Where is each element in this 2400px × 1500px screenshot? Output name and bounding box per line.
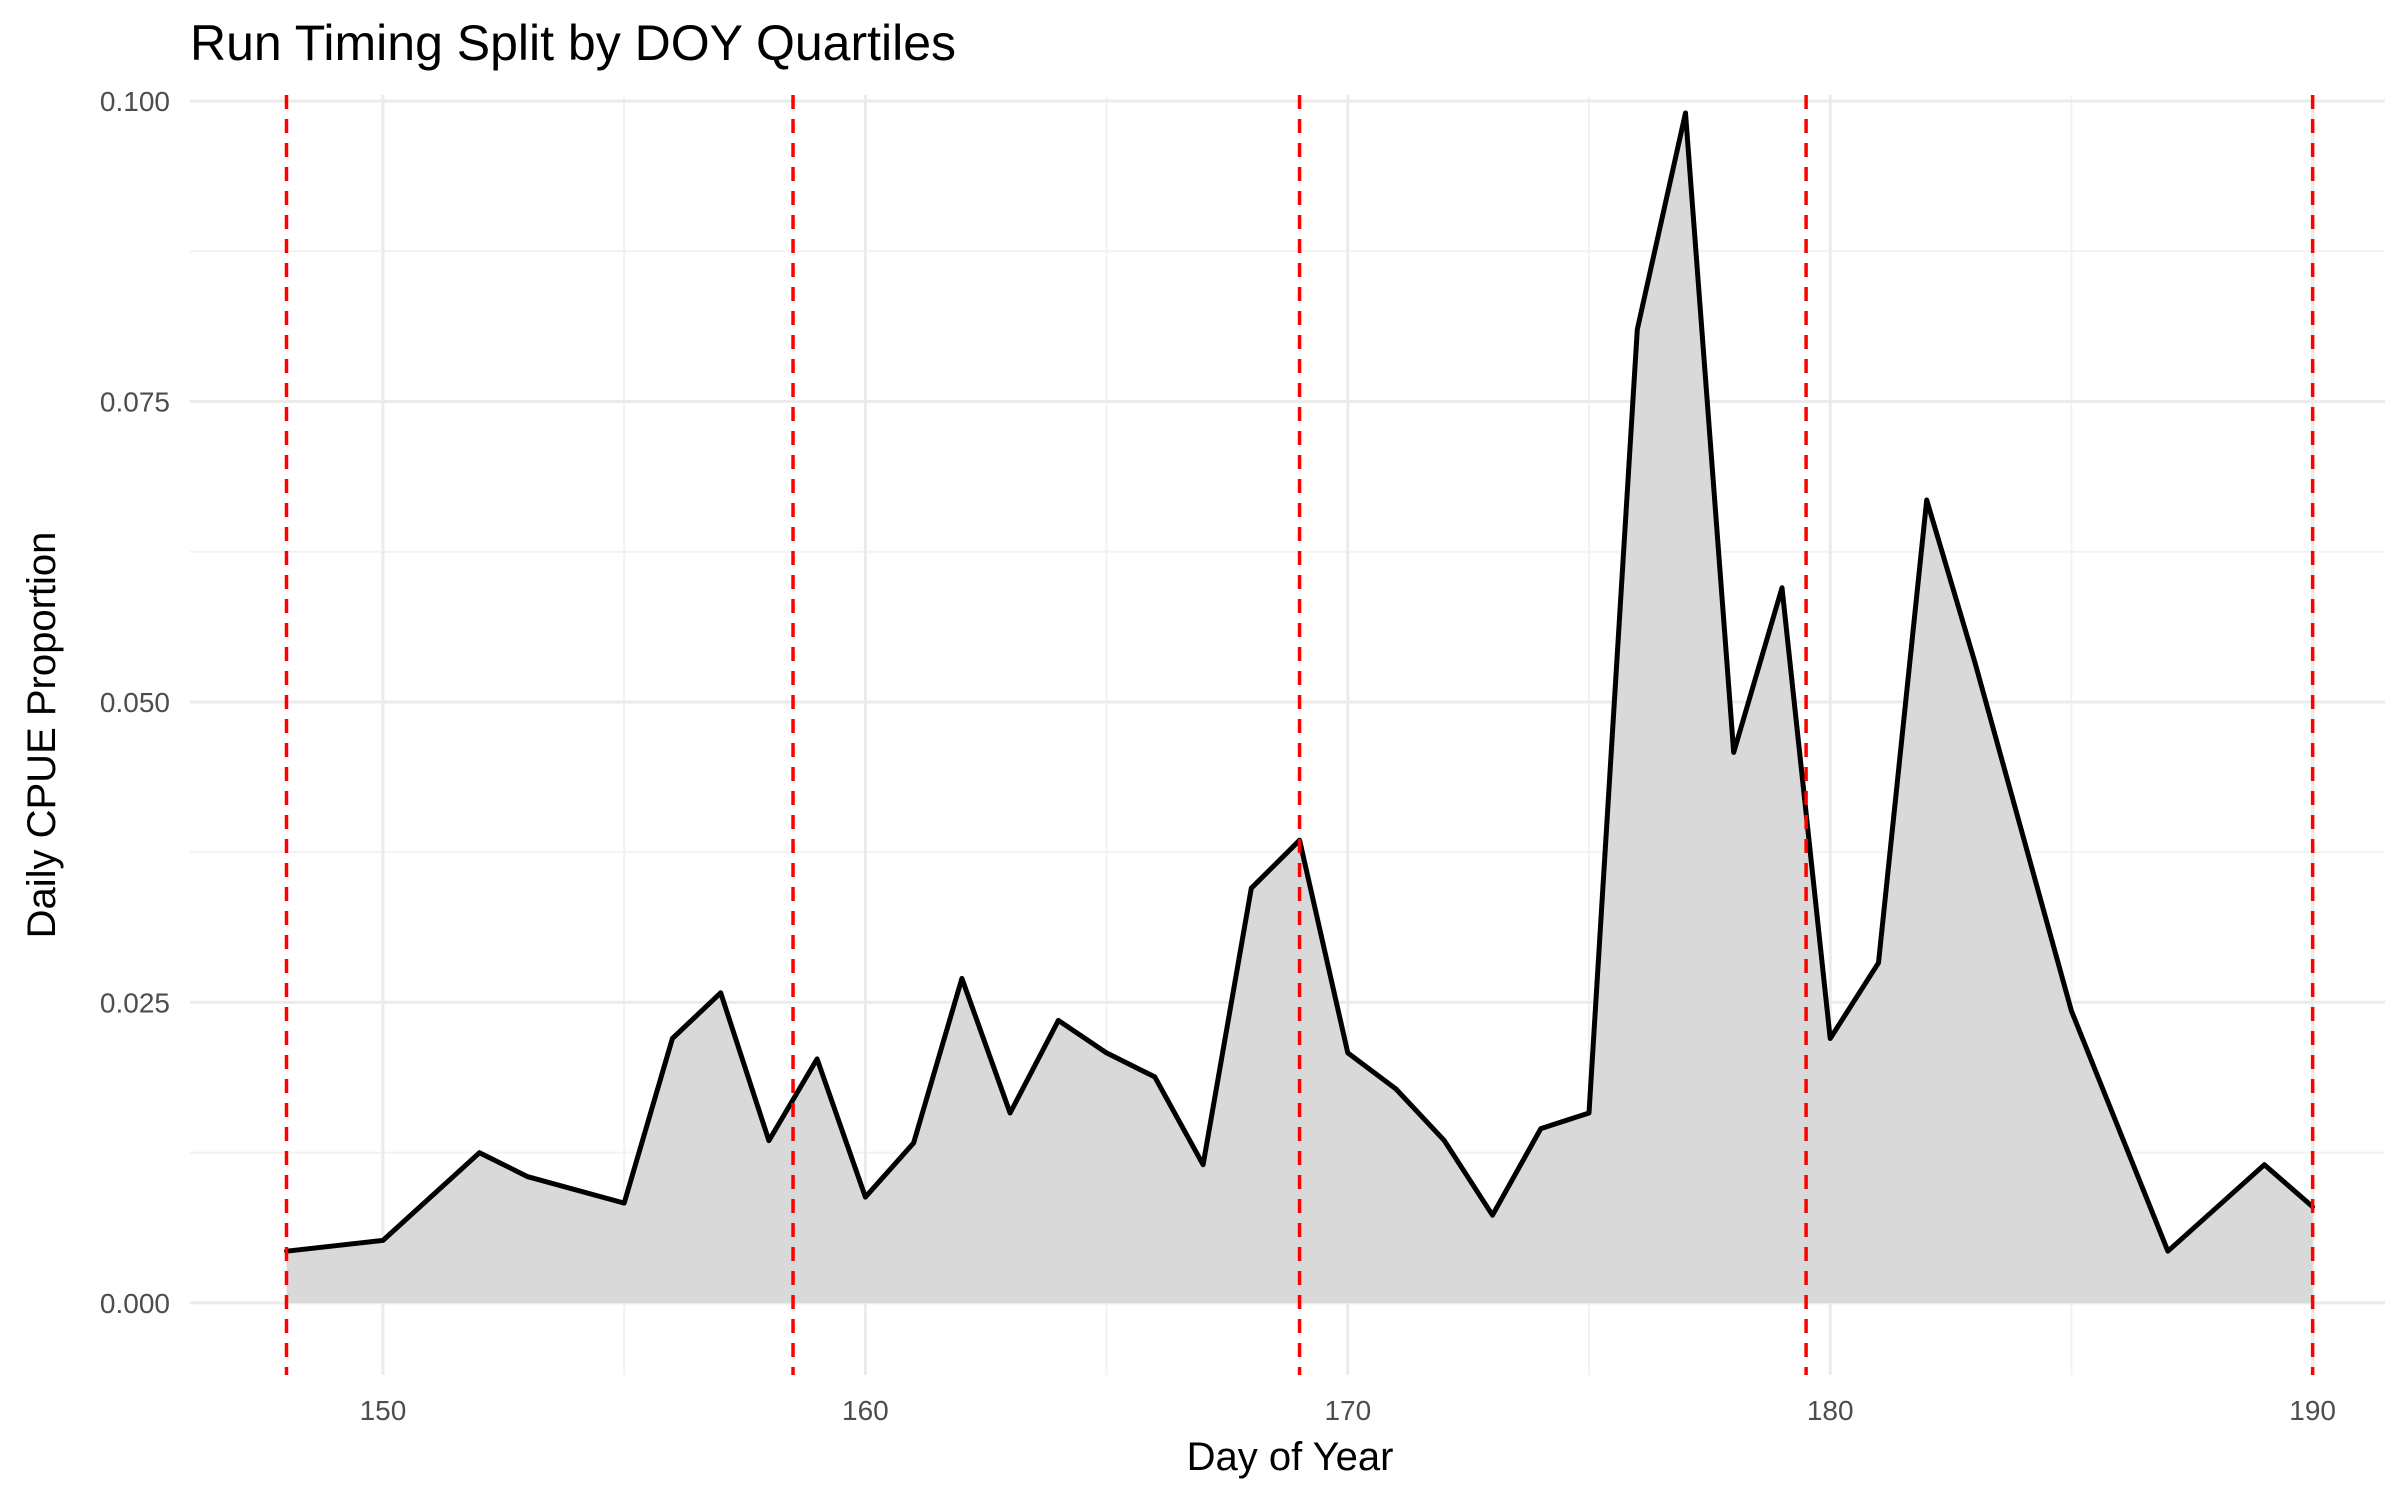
y-tick-label: 0.050 [100,687,170,718]
y-tick-label: 0.025 [100,987,170,1018]
y-tick-label: 0.000 [100,1288,170,1319]
x-tick-label: 170 [1324,1395,1371,1426]
cpue-area [286,113,2313,1303]
y-axis-title: Daily CPUE Proportion [20,532,64,939]
tick-labels: 150 160 170 180 190 0.000 0.025 0.050 0.075 0.100 [100,86,2336,1426]
chart-title: Run Timing Split by DOY Quartiles [190,15,956,71]
x-tick-label: 190 [2289,1395,2336,1426]
x-tick-label: 160 [842,1395,889,1426]
area-layer [286,113,2313,1303]
x-tick-label: 180 [1807,1395,1854,1426]
y-tick-label: 0.100 [100,86,170,117]
x-axis-title: Day of Year [1187,1435,1394,1479]
x-tick-label: 150 [360,1395,407,1426]
y-tick-label: 0.075 [100,386,170,417]
quartile-lines [284,95,2315,1375]
